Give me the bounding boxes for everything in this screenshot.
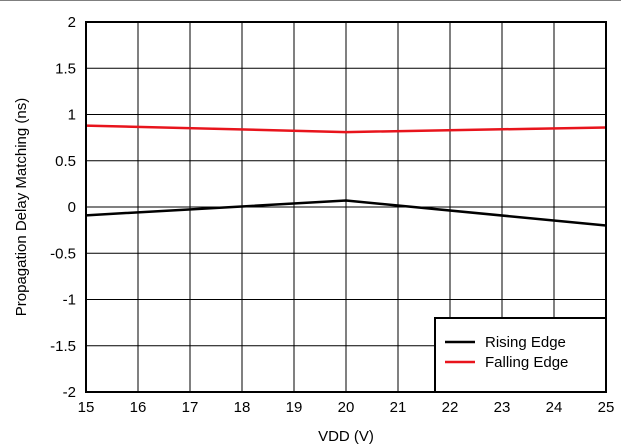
y-tick-label: 0 [68,199,76,216]
legend: Rising Edge Falling Edge [434,317,607,393]
x-tick-labels: 15 16 17 18 19 20 21 22 23 24 25 [78,399,615,416]
x-axis-title: VDD (V) [318,428,374,445]
x-tick-label: 24 [546,399,563,416]
x-tick-label: 17 [182,399,199,416]
x-tick-label: 20 [338,399,355,416]
y-tick-label: 2 [68,14,76,31]
y-tick-label: -2 [63,384,76,401]
x-tick-label: 25 [598,399,615,416]
y-tick-label: 0.5 [55,153,76,170]
legend-label: Rising Edge [485,334,566,351]
y-tick-label: -1.5 [50,338,76,355]
x-tick-label: 21 [390,399,407,416]
y-tick-label: -1 [63,292,76,309]
legend-label: Falling Edge [485,354,568,371]
x-tick-label: 15 [78,399,95,416]
y-tick-label: -0.5 [50,245,76,262]
series-layer [85,124,607,227]
series-line [85,199,607,227]
x-tick-label: 22 [442,399,459,416]
y-tick-labels: 2 1.5 1 0.5 0 -0.5 -1 -1.5 -2 [50,14,76,401]
x-tick-label: 19 [286,399,303,416]
x-tick-label: 16 [130,399,147,416]
top-rule [0,0,621,1]
x-tick-label: 18 [234,399,251,416]
series-line [85,124,607,134]
plot-frame [85,21,607,393]
y-tick-label: 1 [68,107,76,124]
legend-box [434,317,607,393]
x-tick-label: 23 [494,399,511,416]
y-axis-title: Propagation Delay Matching (ns) [13,98,30,316]
y-tick-label: 1.5 [55,60,76,77]
